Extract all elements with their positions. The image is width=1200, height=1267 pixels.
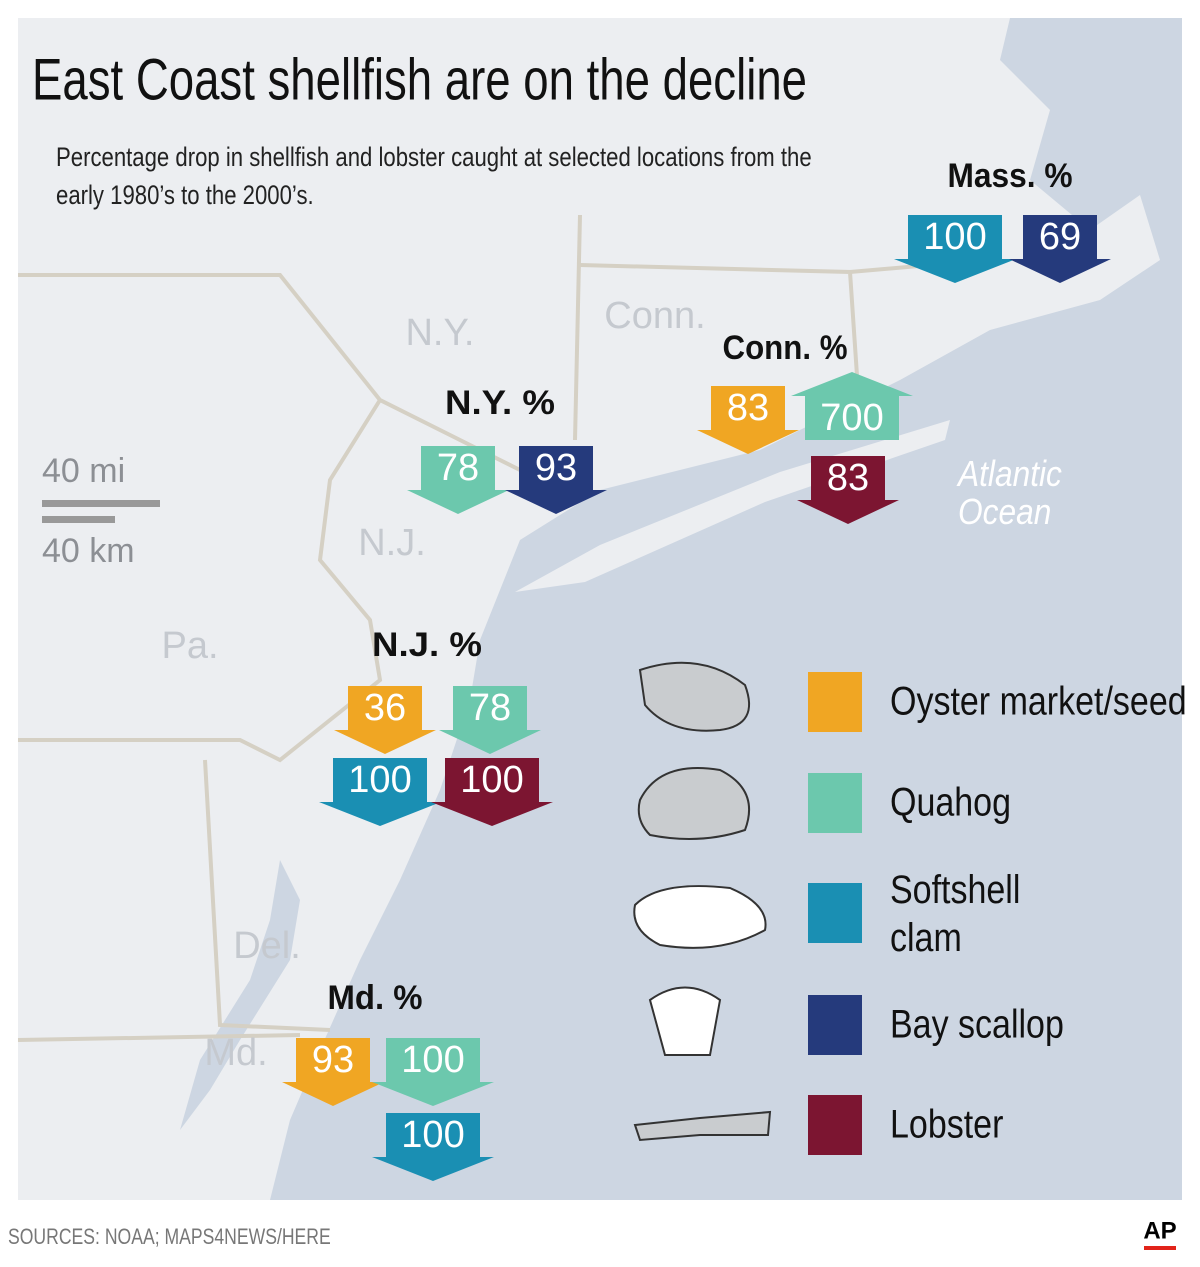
legend-label: Quahog (890, 781, 1011, 825)
arrow-value: 100 (348, 759, 411, 801)
arrow-value: 36 (364, 687, 406, 729)
legend-label: Softshell clam (890, 868, 1021, 960)
source: SOURCES: NOAA; MAPS4NEWS/HERE (8, 1224, 331, 1249)
arrow-value: 93 (535, 447, 577, 489)
bay (180, 860, 300, 1130)
arrow-shape (334, 686, 436, 754)
arrow-shape (319, 758, 441, 826)
arrow-shape (791, 372, 913, 440)
map-label: N.Y. (405, 312, 474, 354)
arrow: 36 (334, 686, 436, 754)
arrow-shape (407, 446, 509, 514)
arrow: 69 (1009, 215, 1111, 283)
arrow-shape (372, 1038, 494, 1106)
map-label: N.J. (358, 522, 426, 564)
arrow-value: 78 (437, 447, 479, 489)
arrow-value: 83 (827, 457, 869, 499)
location-label: N.Y. % (445, 384, 555, 422)
arrow-shape (797, 456, 899, 524)
arrow-shape (439, 686, 541, 754)
legend-swatch (808, 995, 862, 1055)
arrow-value: 100 (401, 1039, 464, 1081)
arrow-shape (372, 1113, 494, 1181)
arrow: 83 (697, 386, 799, 454)
location-label: Md. % (328, 979, 423, 1017)
arrow: 100 (431, 758, 553, 826)
logo-bar (1144, 1246, 1176, 1250)
map-label: Del. (233, 925, 301, 967)
arrow-value: 100 (923, 216, 986, 258)
legend-swatch (808, 672, 862, 732)
arrow-shape (282, 1038, 384, 1106)
ocean (270, 18, 1182, 1200)
arrow-value: 700 (820, 397, 883, 439)
location-label: N.J. % (372, 626, 482, 664)
legend-label: Oyster market/seed (890, 680, 1187, 724)
logo: AP (1143, 1217, 1176, 1244)
arrow-value: 69 (1039, 216, 1081, 258)
arrow: 100 (372, 1113, 494, 1181)
arrow-shape (697, 386, 799, 454)
arrow: 100 (894, 215, 1016, 283)
map-label: Md. (204, 1032, 267, 1074)
arrow: 93 (505, 446, 607, 514)
subtitle: Percentage drop in shellfish and lobster… (56, 142, 812, 210)
scale-bar-km (42, 516, 115, 523)
map-label: Conn. (604, 295, 705, 337)
arrow-shape (505, 446, 607, 514)
arrow-value: 83 (727, 387, 769, 429)
arrow-shape (894, 215, 1016, 283)
location-label: Mass. % (948, 157, 1073, 195)
title: East Coast shellfish are on the decline (32, 47, 807, 112)
location-label: Conn. % (723, 329, 848, 367)
arrow: 100 (319, 758, 441, 826)
arrow: 100 (372, 1038, 494, 1106)
map-label: Atlantic Ocean (958, 453, 1062, 532)
scale-km: 40 km (42, 532, 135, 570)
arrow: 78 (439, 686, 541, 754)
borders (17, 214, 1001, 1042)
arrow-shape (431, 758, 553, 826)
icons (633, 661, 772, 1142)
arrow: 93 (282, 1038, 384, 1106)
arrow: 700 (791, 372, 913, 440)
arrow-value: 78 (469, 687, 511, 729)
arrow-value: 93 (312, 1039, 354, 1081)
arrow-value: 100 (460, 759, 523, 801)
scale-bar: 40 mi 40 km (42, 452, 160, 570)
arrow-value: 100 (401, 1114, 464, 1156)
legend-label: Lobster (890, 1103, 1003, 1147)
arrow: 83 (797, 456, 899, 524)
scale-bar-miles (42, 500, 160, 507)
arrow: 78 (407, 446, 509, 514)
arrow-shape (1009, 215, 1111, 283)
legend-swatch (808, 1095, 862, 1155)
map-label: Pa. (161, 625, 218, 667)
legend-swatch (808, 773, 862, 833)
legend-swatch (808, 883, 862, 943)
scale-miles: 40 mi (42, 452, 125, 490)
legend-label: Bay scallop (890, 1003, 1064, 1047)
